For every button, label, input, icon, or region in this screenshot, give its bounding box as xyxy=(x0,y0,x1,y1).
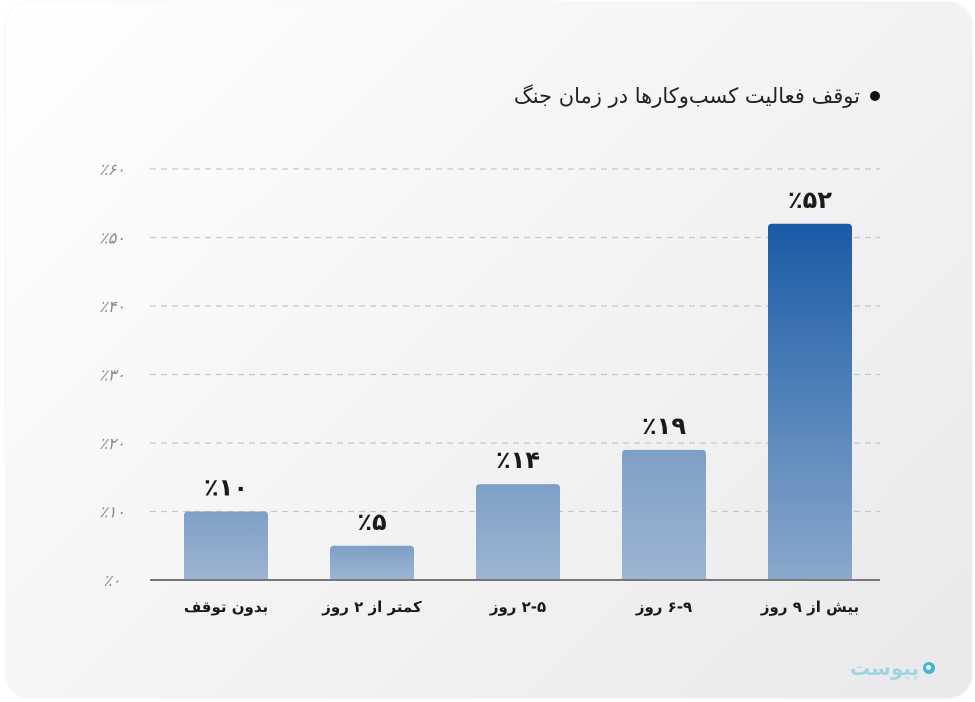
logo-text: پیوست xyxy=(850,656,920,680)
y-axis-ticks: ٪۰ ٪۱۰ ٪۲۰ ٪۳۰ ٪۴۰ ٪۵۰ ٪۶۰ xyxy=(99,160,125,590)
value-label: ٪۵۲ xyxy=(788,186,832,214)
y-tick-label: ٪۵۰ xyxy=(99,229,125,248)
chart-title-text: توقف فعالیت کسب‌وکارها در زمان جنگ xyxy=(513,84,860,108)
bars xyxy=(184,223,852,581)
x-tick-label: بدون توقف xyxy=(184,598,268,616)
y-tick-label: ٪۲۰ xyxy=(99,434,125,453)
grid-lines xyxy=(150,168,880,513)
value-labels: ٪۱۰ ٪۵ ٪۱۴ ٪۱۹ ٪۵۲ xyxy=(204,186,832,536)
bar xyxy=(330,545,414,580)
x-tick-label: کمتر از ۲ روز xyxy=(321,598,422,616)
bar xyxy=(768,223,852,581)
y-tick-label: ٪۳۰ xyxy=(99,366,125,385)
x-tick-label: بیش از ۹ روز xyxy=(760,598,859,616)
y-tick-label: ٪۶۰ xyxy=(99,160,125,179)
x-axis-ticks: بدون توقف کمتر از ۲ روز ۲-۵ روز ۶-۹ روز بیش … xyxy=(184,598,859,616)
bullet-icon xyxy=(870,91,880,101)
bar xyxy=(184,511,268,580)
y-tick-label: ٪۱۰ xyxy=(99,503,125,522)
logo-icon xyxy=(923,662,936,674)
y-tick-label: ٪۴۰ xyxy=(99,297,125,316)
x-tick-label: ۲-۵ روز xyxy=(489,598,546,616)
chart-title: توقف فعالیت کسب‌وکارها در زمان جنگ xyxy=(514,84,880,108)
value-label: ٪۵ xyxy=(357,508,386,536)
brand-logo: پیوست xyxy=(850,656,936,680)
x-tick-label: ۶-۹ روز xyxy=(635,598,692,616)
value-label: ٪۱۰ xyxy=(204,474,248,502)
bar xyxy=(476,484,560,580)
value-label: ٪۱۹ xyxy=(642,412,686,440)
value-label: ٪۱۴ xyxy=(496,446,540,474)
y-tick-label: ٪۰ xyxy=(103,571,120,590)
bar xyxy=(622,449,706,580)
